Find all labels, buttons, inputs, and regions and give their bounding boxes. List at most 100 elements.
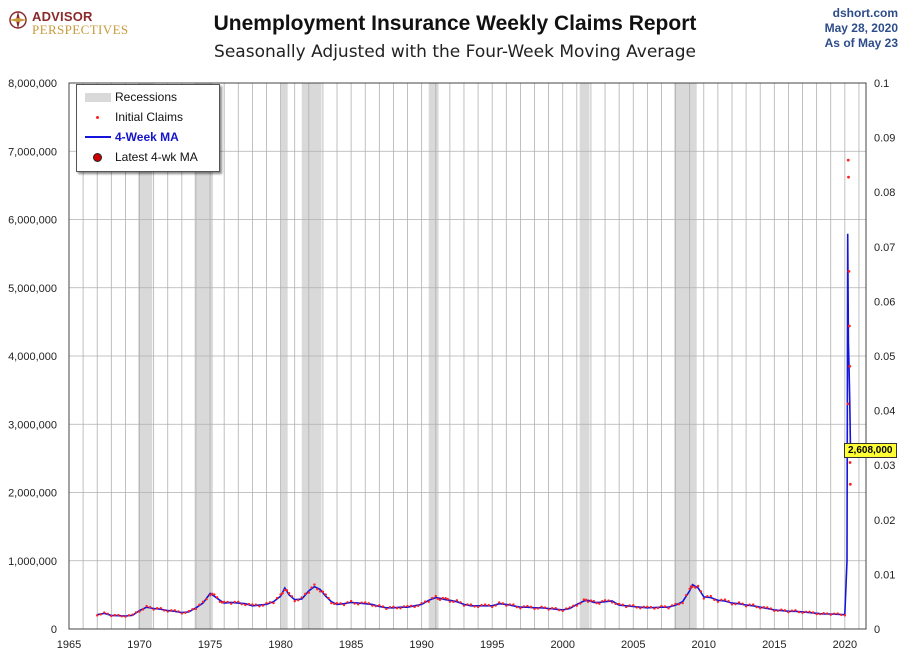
initial-claims-point (374, 604, 378, 608)
initial-claims-point (297, 599, 300, 602)
initial-claims-point (462, 604, 466, 607)
initial-claims-point (335, 602, 339, 605)
initial-claims-point (848, 482, 852, 486)
initial-claims-point (660, 604, 663, 608)
initial-claims-point (318, 590, 322, 593)
initial-claims-point (843, 614, 847, 617)
initial-claims-point (148, 606, 152, 609)
initial-claims-point (134, 611, 138, 614)
source-label: dshort.com (832, 6, 898, 20)
initial-claims-point (113, 613, 117, 617)
initial-claims-point (526, 604, 529, 608)
advisor-perspectives-logo: ADVISOR PERSPECTIVES (8, 8, 138, 38)
initial-claims-point (487, 603, 490, 607)
initial-claims-point (353, 602, 356, 605)
initial-claims-point (533, 607, 536, 611)
initial-claims-point (582, 598, 586, 601)
initial-claims-point (244, 603, 247, 607)
x-axis-ticks: 1965 1970 1975 1980 1985 1990 1995 2000 2005 2010… (57, 639, 857, 651)
initial-claims-point (166, 610, 169, 613)
initial-claims-point (210, 592, 214, 596)
initial-claims-point (127, 614, 131, 617)
initial-claims-point (378, 604, 381, 607)
initial-claims-point (646, 605, 649, 608)
initial-claims-point (170, 609, 173, 612)
ma-line-swatch (85, 136, 111, 138)
initial-claims-point (438, 598, 442, 602)
initial-claims-point (780, 608, 783, 611)
initial-claims-point (441, 596, 445, 600)
initial-claims-point (290, 595, 294, 598)
initial-claims-point (601, 600, 604, 603)
initial-claims-point (642, 605, 646, 609)
initial-claims-point (498, 601, 501, 604)
initial-claims-point (466, 603, 469, 606)
initial-claims-point (607, 599, 610, 602)
legend-label-recessions: Recessions (115, 90, 178, 104)
initial-claims-point (279, 593, 282, 596)
logo-text-perspectives: PERSPECTIVES (32, 22, 129, 37)
initial-claims-point (96, 614, 99, 617)
initial-claims-point (653, 607, 656, 610)
initial-claims-point (281, 592, 284, 595)
initial-claims-point (459, 601, 462, 604)
initial-claims-point (483, 603, 487, 606)
initial-claims-point (508, 603, 512, 606)
y2-tick-label: 0.07 (874, 242, 895, 254)
initial-claims-point (240, 602, 244, 606)
y2-tick-label: 0.1 (874, 78, 889, 90)
initial-claims-point (141, 608, 145, 611)
initial-claims-point (744, 605, 748, 608)
initial-claims-point (656, 606, 660, 610)
y-axis-ticks: 0 1,000,000 2,000,000 3,000,000 4,000,000 5,0… (8, 78, 57, 636)
initial-claims-point (103, 611, 106, 614)
initial-claims-point (663, 605, 667, 608)
initial-claims-point (201, 600, 205, 603)
initial-claims-point (706, 595, 709, 598)
initial-claims-point (434, 594, 437, 598)
initial-claims-point (688, 587, 691, 591)
initial-claims-point (766, 606, 769, 609)
initial-claims-point (145, 604, 148, 608)
initial-claims-point (293, 599, 296, 603)
initial-claims-point (595, 601, 598, 605)
initial-claims-point (213, 593, 216, 596)
initial-claims-point (364, 601, 367, 604)
initial-claims-point (624, 605, 628, 609)
report-date: May 28, 2020 (824, 21, 898, 35)
initial-claims-point (716, 600, 720, 603)
initial-claims-point (846, 402, 850, 406)
initial-claims-point (790, 609, 794, 612)
x-tick-label: 1985 (339, 639, 363, 651)
latest-value-callout: 2,608,000 (844, 443, 897, 458)
initial-claims-point (469, 603, 473, 606)
initial-claims-point (598, 602, 601, 605)
initial-claims-point (621, 603, 624, 606)
initial-claims-point (501, 602, 504, 605)
legend-label-latest: Latest 4-wk MA (115, 150, 198, 164)
initial-claims-point (519, 607, 522, 610)
logo-text-advisor: ADVISOR (32, 9, 93, 24)
initial-claims-point (684, 594, 688, 597)
initial-claims-point (748, 603, 751, 606)
initial-claims-point (694, 586, 697, 589)
initial-claims-point (313, 583, 316, 586)
latest-dot-swatch (93, 153, 102, 162)
initial-claims-point (310, 586, 313, 589)
initial-claims-point (285, 589, 289, 592)
x-tick-label: 1980 (268, 639, 292, 651)
initial-claims-point (783, 609, 787, 612)
initial-claims-point (194, 607, 198, 611)
initial-claims-point (603, 599, 607, 602)
initial-claims-point (592, 599, 595, 603)
initial-claims-point (420, 602, 423, 605)
initial-claims-point (321, 590, 325, 593)
initial-claims-point (187, 609, 191, 613)
initial-claims-point (847, 175, 850, 179)
initial-claims-point (811, 611, 815, 614)
initial-claims-point (180, 612, 184, 615)
initial-claims-point (617, 602, 621, 606)
initial-claims-point (388, 606, 392, 609)
initial-claims-point (173, 609, 176, 612)
